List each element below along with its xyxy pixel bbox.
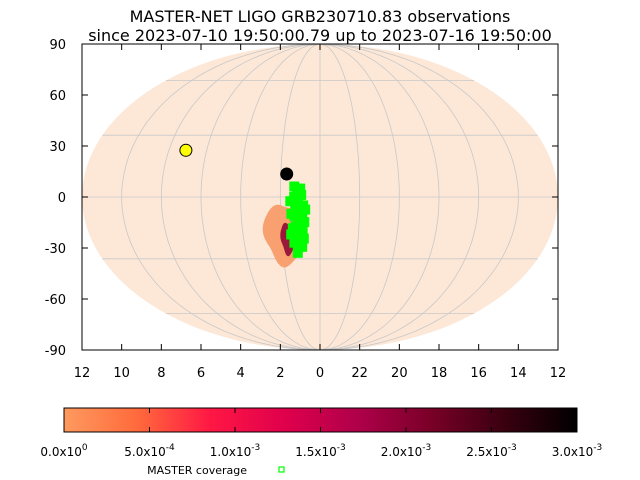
coverage-point — [297, 210, 308, 221]
x-tick-label: 6 — [197, 366, 205, 381]
y-tick-label: 30 — [49, 140, 66, 155]
coverage-point — [285, 196, 296, 207]
y-tick-label: 60 — [49, 89, 66, 104]
x-tick-label: 4 — [237, 366, 245, 381]
x-tick-label: 16 — [470, 366, 487, 381]
legend-label: MASTER coverage — [147, 464, 247, 477]
x-tick-label: 8 — [157, 366, 165, 381]
sun-marker — [179, 143, 193, 157]
coverage-point — [300, 204, 311, 215]
x-tick-label: 0 — [316, 366, 324, 381]
colorbar-tick-label: 1.5x10-3 — [295, 443, 345, 459]
y-tick-label: -60 — [45, 293, 66, 308]
legend-swatch — [278, 466, 285, 473]
coverage-point — [296, 189, 307, 200]
coverage-point — [297, 241, 308, 252]
colorbar-tick-label: 3.0x10-3 — [552, 443, 602, 459]
moon-marker — [280, 167, 294, 181]
chart-title: MASTER-NET LIGO GRB230710.83 observation… — [129, 7, 511, 26]
x-tick-label: 12 — [550, 366, 567, 381]
chart-subtitle: since 2023-07-10 19:50:00.79 up to 2023-… — [88, 26, 552, 45]
colorbar-tick-label: 5.0x10-4 — [124, 443, 175, 459]
coverage-point — [286, 229, 297, 240]
y-tick-label: 0 — [58, 191, 66, 206]
x-tick-label: 12 — [74, 366, 91, 381]
x-tick-label: 22 — [351, 366, 368, 381]
coverage-point — [298, 233, 309, 244]
x-tick-label: 10 — [113, 366, 130, 381]
colorbar-tick-label: 0.0x100 — [40, 443, 87, 459]
x-tick-label: 18 — [431, 366, 448, 381]
coverage-point — [292, 247, 303, 258]
x-tick-label: 14 — [510, 366, 527, 381]
x-tick-label: 2 — [276, 366, 284, 381]
colorbar-tick-label: 1.0x10-3 — [210, 443, 260, 459]
colorbar-tick-label: 2.5x10-3 — [466, 443, 516, 459]
y-tick-label: -30 — [45, 242, 66, 257]
y-tick-label: 90 — [49, 38, 66, 53]
x-tick-label: 20 — [391, 366, 408, 381]
y-tick-label: -90 — [45, 344, 66, 359]
coverage-point — [295, 183, 306, 194]
coverage-point — [297, 225, 308, 236]
coverage-point — [286, 208, 297, 219]
coverage-point — [299, 217, 310, 228]
coverage-point — [287, 223, 298, 234]
colorbar-tick-label: 2.0x10-3 — [381, 443, 431, 459]
